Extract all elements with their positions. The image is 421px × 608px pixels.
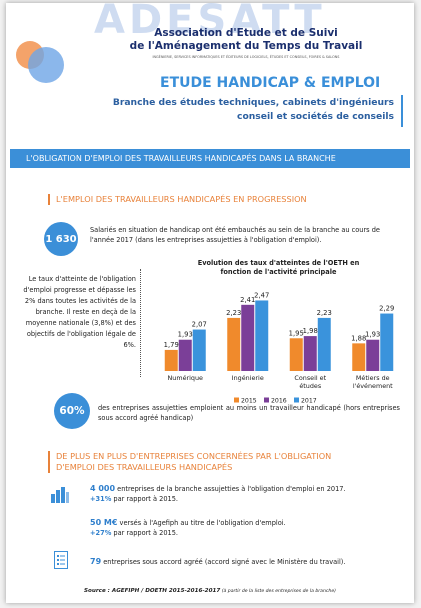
stat-text: entreprises sous accord agréé (accord si… xyxy=(101,558,346,566)
x-tick-label: Numérique xyxy=(167,374,203,382)
x-tick-label: Conseil et études xyxy=(294,374,327,390)
bar xyxy=(241,304,255,371)
source: Source : AGEFIPH / DOETH 2015-2016-2017 … xyxy=(6,588,414,594)
bar xyxy=(380,313,394,371)
bar xyxy=(366,339,380,371)
bar xyxy=(317,317,331,371)
stat-text: des entreprises assujetties emploient au… xyxy=(98,404,400,422)
value-label: 1,93 xyxy=(365,331,380,339)
stat-line: 4 000 entreprises de la branche assujett… xyxy=(90,484,410,504)
stat-value: 79 xyxy=(90,557,102,566)
bar xyxy=(289,338,303,371)
association-line: de l'Aménagement du Temps du Travail xyxy=(129,40,363,52)
association-line: Association d'Etude et de Suivi xyxy=(154,27,338,39)
bar xyxy=(303,336,317,371)
stat-line: 50 M€ versés à l'Agefiph au titre de l'o… xyxy=(90,518,410,538)
value-label: 1,93 xyxy=(178,331,193,339)
source-note: (à partir de la liste des entreprises de… xyxy=(220,589,336,594)
bar xyxy=(164,349,178,371)
x-tick-label: Métiers de l'événement xyxy=(352,374,393,390)
section-heading: DE PLUS EN PLUS D'ENTREPRISES CONCERNÉES… xyxy=(48,451,366,473)
title: ETUDE HANDICAP & EMPLOI xyxy=(160,75,381,91)
stat-change-text: par rapport à 2015. xyxy=(111,529,179,537)
stat-circle: 60% xyxy=(54,393,90,429)
tagline: INGÉNIERIE, SERVICES INFORMATIQUES ET ÉD… xyxy=(152,55,340,59)
legend-label: 2017 xyxy=(301,397,317,404)
value-label: 1,88 xyxy=(351,334,366,342)
legend-swatch xyxy=(294,397,299,403)
stat-circle: 1 630 xyxy=(44,222,78,256)
bar xyxy=(352,343,366,371)
bar xyxy=(255,300,269,371)
legend-swatch xyxy=(234,397,239,403)
bar xyxy=(178,339,192,371)
logo-circle-blue xyxy=(28,47,64,83)
logo-text: ADESATT xyxy=(94,3,326,43)
value-label: 2,47 xyxy=(254,291,269,299)
x-tick-label: Ingénierie xyxy=(231,374,264,382)
paragraph: Le taux d'atteinte de l'obligation d'emp… xyxy=(23,275,136,349)
stat-text: versés à l'Agefiph au titre de l'obligat… xyxy=(117,519,286,527)
value-label: 1,98 xyxy=(303,327,318,335)
stat-value: 50 M€ xyxy=(90,518,118,527)
subtitle-rule xyxy=(401,95,403,127)
value-label: 2,07 xyxy=(192,321,207,329)
stat-change: +27% xyxy=(90,529,112,537)
stat-value: 4 000 xyxy=(90,484,116,493)
icon-bar-chart xyxy=(51,487,69,503)
stat-change-text: par rapport à 2015. xyxy=(111,495,179,503)
stat-line: 79 entreprises sous accord agréé (accord… xyxy=(90,557,410,567)
value-label: 2,41 xyxy=(240,296,255,304)
icon-list xyxy=(54,551,68,569)
stat-text: Salariés en situation de handicap ont ét… xyxy=(90,226,380,244)
value-label: 1,79 xyxy=(164,341,179,349)
value-label: 2,23 xyxy=(317,309,332,317)
legend-label: 2015 xyxy=(241,397,257,404)
separator xyxy=(140,269,141,377)
section-heading: L'EMPLOI DES TRAVAILLEURS HANDICAPÉS EN … xyxy=(48,194,376,205)
subtitle-line: conseil et sociétés de conseils xyxy=(237,111,394,122)
legend-swatch xyxy=(264,397,269,403)
chart-plot: 1,79 1,93 2,07 2,23 2,412,47 1,951,98 2,23 1,88… xyxy=(164,291,395,404)
chart-title: Evolution des taux d'atteintes de l'OETH… xyxy=(197,259,360,276)
source-main: Source : AGEFIPH / DOETH 2015-2016-2017 xyxy=(84,588,221,594)
bar xyxy=(227,317,241,371)
subtitle-line: Branche des études techniques, cabinets … xyxy=(112,97,394,108)
value-label: 2,29 xyxy=(379,305,394,313)
document: ADESATT Association d'Etude et de Suivi … xyxy=(6,3,414,603)
stat-text: entreprises de la branche assujetties à … xyxy=(115,485,346,493)
legend-label: 2016 xyxy=(271,397,287,404)
chart: Evolution des taux d'atteintes de l'OETH… xyxy=(146,259,408,409)
bar xyxy=(192,329,206,371)
stat-change: +31% xyxy=(90,495,112,503)
value-label: 1,95 xyxy=(289,329,304,337)
value-label: 2,23 xyxy=(226,309,241,317)
banner: L'OBLIGATION D'EMPLOI DES TRAVAILLEURS H… xyxy=(10,149,410,168)
